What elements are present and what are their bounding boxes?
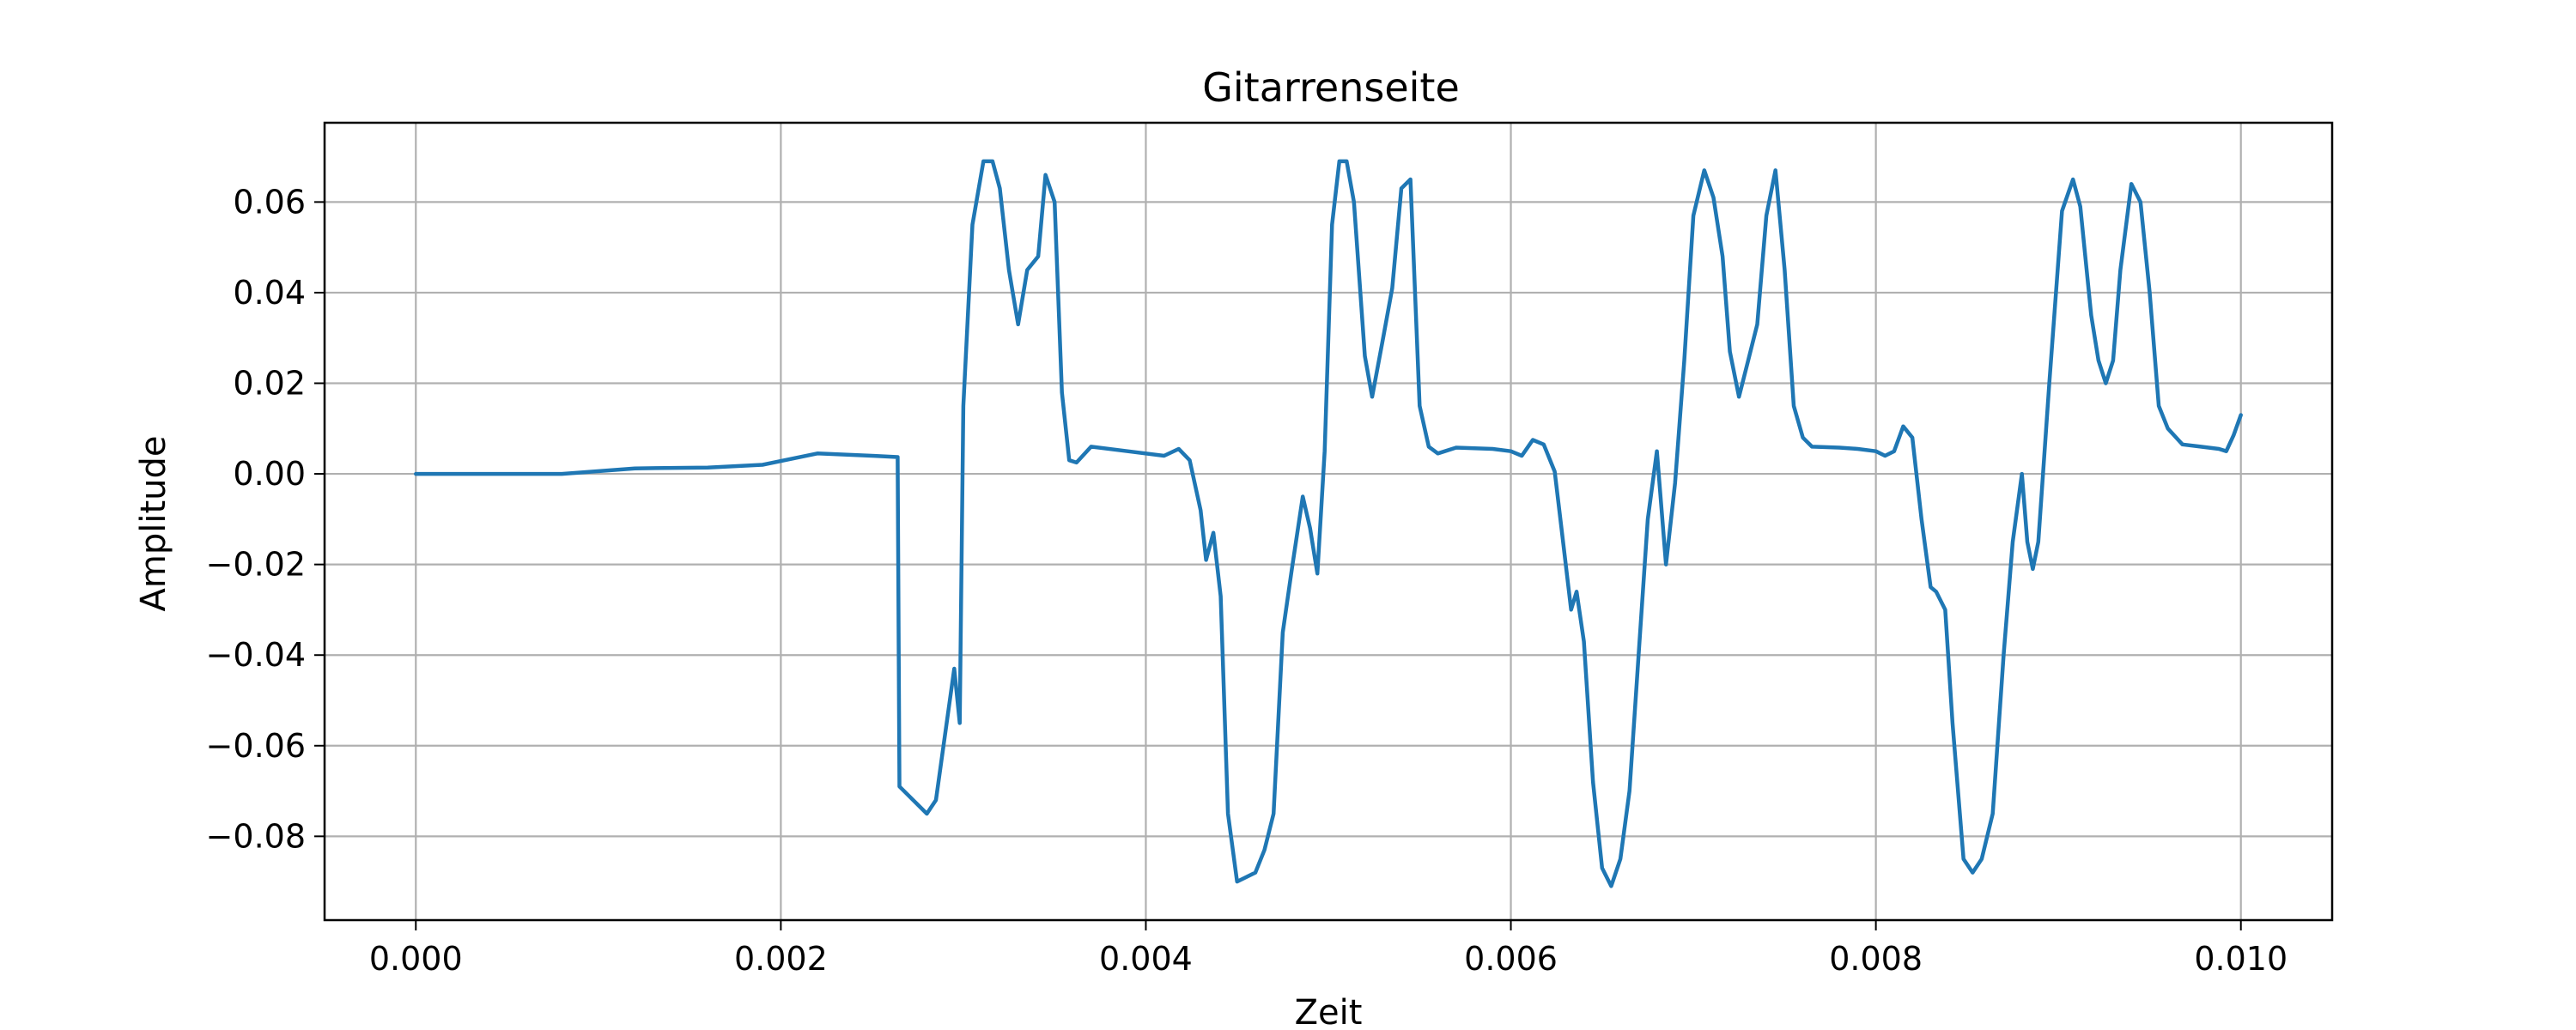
y-tick-label: 0.00 — [233, 455, 306, 493]
x-tick-label: 0.002 — [734, 940, 828, 978]
y-axis-label: Amplitude — [134, 436, 173, 612]
x-axis-label: Zeit — [1295, 993, 1363, 1030]
x-tick-label: 0.008 — [1829, 940, 1923, 978]
chart-title: Gitarrenseite — [1202, 64, 1460, 111]
y-tick-label: 0.04 — [233, 274, 306, 312]
y-tick-label: −0.02 — [206, 546, 306, 584]
x-tick-label: 0.006 — [1464, 940, 1558, 978]
x-tick-label: 0.004 — [1099, 940, 1193, 978]
series-layer — [414, 159, 2243, 888]
y-tick-label: −0.06 — [206, 727, 306, 765]
series-line — [414, 159, 2243, 888]
plot-frame — [323, 121, 2334, 922]
x-tick-label: 0.010 — [2194, 940, 2287, 978]
ticks: 0.000 0.002 0.004 0.006 0.008 0.010 0.06 0.04 0.… — [206, 183, 2288, 978]
x-tick-label: 0.000 — [369, 940, 463, 978]
y-tick-label: −0.08 — [206, 817, 306, 855]
y-tick-label: 0.02 — [233, 365, 306, 403]
y-tick-label: −0.04 — [206, 636, 306, 674]
y-tick-label: 0.06 — [233, 183, 306, 221]
